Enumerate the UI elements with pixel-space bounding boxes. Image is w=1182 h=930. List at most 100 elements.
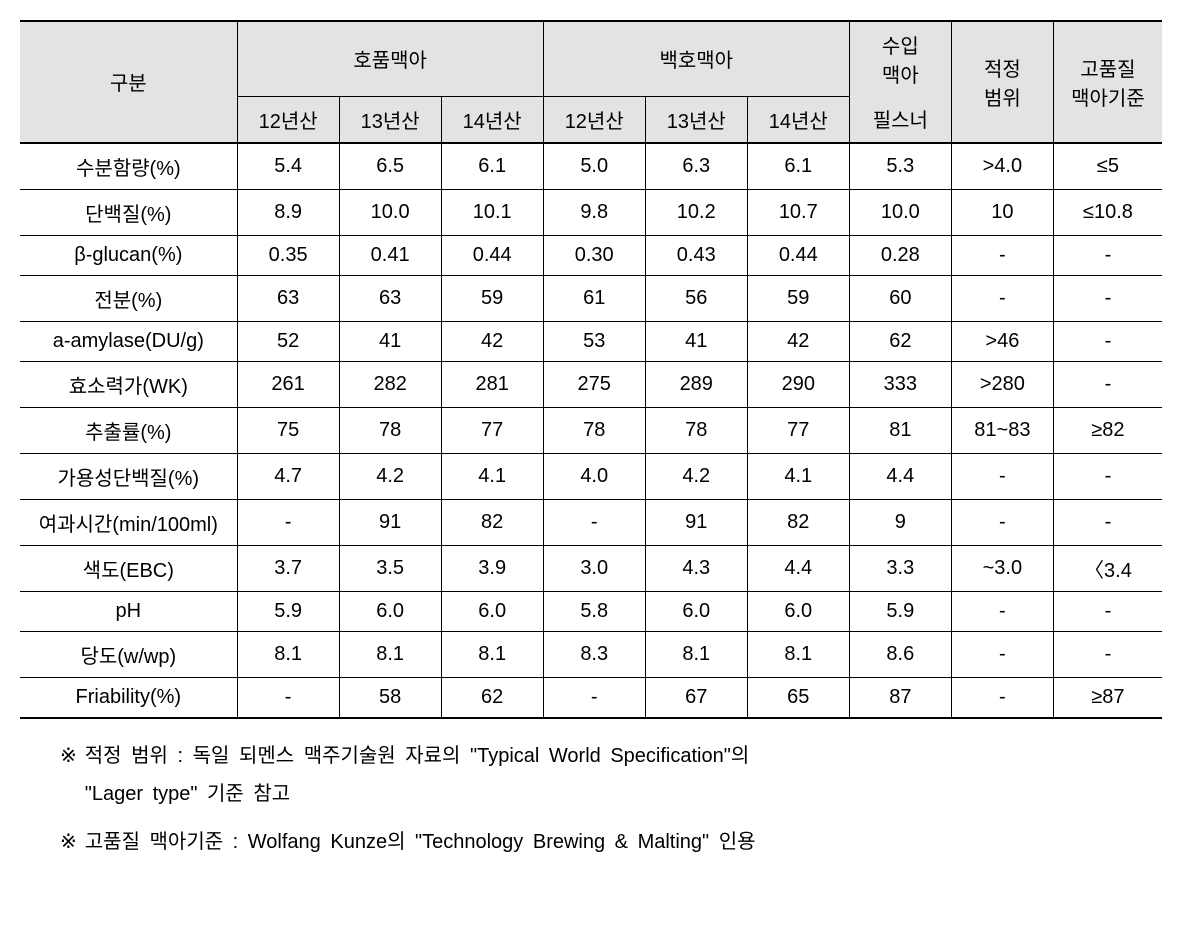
cell: 0.28 [849,235,951,275]
header-row-1: 구분 호품맥아 백호맥아 수입맥아 적정범위 고품질맥아기준 [20,21,1162,96]
cell: ≥87 [1053,677,1162,718]
footnote-2-text: 고품질 맥아기준 : Wolfang Kunze의 "Technology Br… [85,823,1162,861]
cell: 75 [237,407,339,453]
cell: 9 [849,499,951,545]
cell: 91 [339,499,441,545]
cell: 8.3 [543,631,645,677]
row-label: 효소력가(WK) [20,361,237,407]
cell: 5.3 [849,143,951,190]
cell: 56 [645,275,747,321]
table-row: 수분함량(%)5.46.56.15.06.36.15.3>4.0≤5 [20,143,1162,190]
cell: - [237,677,339,718]
cell: 81 [849,407,951,453]
cell: 282 [339,361,441,407]
table-row: 효소력가(WK)261282281275289290333>280- [20,361,1162,407]
cell: - [951,453,1053,499]
cell: 77 [747,407,849,453]
cell: 6.0 [441,591,543,631]
cell: 0.35 [237,235,339,275]
cell: - [951,677,1053,718]
row-label: 단백질(%) [20,189,237,235]
cell: 4.2 [645,453,747,499]
footnote-marker-2: ※ [60,823,85,861]
cell: 0.41 [339,235,441,275]
col-header-range: 적정범위 [951,21,1053,143]
cell: 281 [441,361,543,407]
cell: 65 [747,677,849,718]
cell: 10.2 [645,189,747,235]
cell: - [951,499,1053,545]
cell: - [1053,631,1162,677]
row-label: 당도(w/wp) [20,631,237,677]
cell: ≤5 [1053,143,1162,190]
col-sub-1: 13년산 [339,96,441,143]
cell: >280 [951,361,1053,407]
table-row: 전분(%)63635961565960-- [20,275,1162,321]
row-label: 수분함량(%) [20,143,237,190]
cell: 63 [339,275,441,321]
cell: 6.0 [747,591,849,631]
cell: - [1053,361,1162,407]
cell: 8.1 [237,631,339,677]
table-row: β-glucan(%)0.350.410.440.300.430.440.28-… [20,235,1162,275]
cell: 4.0 [543,453,645,499]
cell: 8.1 [645,631,747,677]
cell: 6.1 [747,143,849,190]
col-sub-5: 14년산 [747,96,849,143]
cell: 5.8 [543,591,645,631]
row-label: β-glucan(%) [20,235,237,275]
cell: - [1053,591,1162,631]
footnote-marker-1: ※ [60,737,85,813]
cell: 53 [543,321,645,361]
table-row: 당도(w/wp)8.18.18.18.38.18.18.6-- [20,631,1162,677]
cell: 3.3 [849,545,951,591]
cell: 0.44 [441,235,543,275]
cell: 60 [849,275,951,321]
cell: 6.0 [339,591,441,631]
cell: 8.1 [747,631,849,677]
table-row: 단백질(%)8.910.010.19.810.210.710.010≤10.8 [20,189,1162,235]
row-label: Friability(%) [20,677,237,718]
cell: 261 [237,361,339,407]
cell: 78 [339,407,441,453]
col-sub-4: 13년산 [645,96,747,143]
cell: 275 [543,361,645,407]
cell: 42 [441,321,543,361]
cell: - [951,275,1053,321]
cell: 58 [339,677,441,718]
cell: 4.4 [849,453,951,499]
cell: 0.30 [543,235,645,275]
col-sub-2: 14년산 [441,96,543,143]
cell: 4.3 [645,545,747,591]
row-label: 색도(EBC) [20,545,237,591]
cell: 41 [339,321,441,361]
cell: - [1053,499,1162,545]
cell: - [1053,235,1162,275]
cell: 6.3 [645,143,747,190]
cell: 91 [645,499,747,545]
cell: 5.4 [237,143,339,190]
cell: 4.2 [339,453,441,499]
cell: 10.1 [441,189,543,235]
cell: 78 [645,407,747,453]
cell: 63 [237,275,339,321]
cell: - [543,499,645,545]
cell: 10 [951,189,1053,235]
cell: 0.44 [747,235,849,275]
cell: - [951,591,1053,631]
cell: 5.0 [543,143,645,190]
cell: 82 [441,499,543,545]
cell: 8.6 [849,631,951,677]
cell: - [237,499,339,545]
table-row: 색도(EBC)3.73.53.93.04.34.43.3~3.0〈3.4 [20,545,1162,591]
cell: 82 [747,499,849,545]
cell: 3.7 [237,545,339,591]
cell: 3.5 [339,545,441,591]
row-label: a-amylase(DU/g) [20,321,237,361]
table-row: 추출률(%)7578777878778181~83≥82 [20,407,1162,453]
cell: 〈3.4 [1053,545,1162,591]
cell: 77 [441,407,543,453]
cell: 4.1 [441,453,543,499]
col-header-quality: 고품질맥아기준 [1053,21,1162,143]
cell: 4.4 [747,545,849,591]
